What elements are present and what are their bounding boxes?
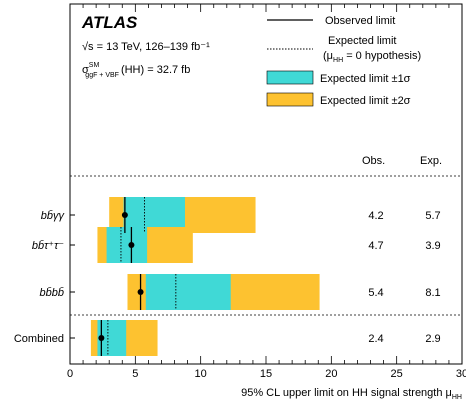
obs-value-label: 2.4 <box>368 333 383 345</box>
x-axis-label-main: 95% CL upper limit on HH signal strength… <box>241 387 452 399</box>
legend-expected-label-2: (μHH = 0 hypothesis) <box>323 50 421 64</box>
legend-observed-label: Observed limit <box>325 15 395 27</box>
x-tick-label: 0 <box>67 368 73 380</box>
observed-limit-point <box>137 289 144 295</box>
x-axis: 0 5 10 15 20 25 30 <box>67 4 466 380</box>
legend-sigma1-swatch <box>266 70 314 85</box>
sm-sigma: σ <box>82 64 89 76</box>
exp-column-header: Exp. <box>420 155 442 167</box>
observed-limit-point <box>121 212 128 218</box>
legend-expected-label-1: Expected limit <box>328 35 396 47</box>
y-axis-labels: bb̄γγ bb̄τ⁺τ⁻ bb̄bb̄ Combined <box>14 209 66 345</box>
bands-layer <box>90 197 320 356</box>
category-label: bb̄γγ <box>41 209 66 222</box>
value-labels: 4.2 5.7 4.7 3.9 5.4 8.1 2.4 2.9 <box>368 210 440 345</box>
category-label: Combined <box>14 333 64 345</box>
exp-value-label: 3.9 <box>425 240 440 252</box>
legend-sigma2-swatch <box>266 92 314 107</box>
category-label: bb̄τ⁺τ⁻ <box>32 239 64 252</box>
legend-mu: (μ <box>323 50 333 62</box>
obs-value-label: 4.7 <box>368 240 383 252</box>
exp-value-label: 8.1 <box>425 287 440 299</box>
obs-value-label: 5.4 <box>368 287 383 299</box>
x-tick-label: 10 <box>195 368 207 380</box>
x-tick-label: 25 <box>391 368 403 380</box>
legend-sigma2-label: Expected limit ±2σ <box>320 95 411 107</box>
sm-sub: ggF + VBF <box>85 72 119 79</box>
sm-sup: SM <box>89 62 100 69</box>
observed-limit-point <box>98 335 105 341</box>
band-1sigma <box>106 227 148 263</box>
category-label: bb̄bb̄ <box>40 286 64 299</box>
x-axis-label-sub: HH <box>452 394 462 401</box>
marks-layer <box>98 197 177 356</box>
exp-value-label: 5.7 <box>425 210 440 222</box>
obs-value-label: 4.2 <box>368 210 383 222</box>
legend-sigma1-label: Expected limit ±1σ <box>320 73 411 85</box>
x-tick-label: 5 <box>132 368 138 380</box>
x-tick-label: 15 <box>260 368 272 380</box>
energy-label: √s = 13 TeV, 126–139 fb⁻¹ <box>82 41 210 53</box>
observed-limit-point <box>128 242 135 248</box>
legend-mu-sub: HH <box>333 57 343 64</box>
sm-xsec-label: σSM ggF + VBF (HH) = 32.7 fb <box>82 62 190 79</box>
x-tick-label: 30 <box>456 368 466 380</box>
exp-value-label: 2.9 <box>425 333 440 345</box>
atlas-label: ATLAS <box>81 13 138 32</box>
sm-rest: (HH) = 32.7 fb <box>121 64 190 76</box>
band-1sigma <box>145 274 231 310</box>
x-axis-label: 95% CL upper limit on HH signal strength… <box>241 387 462 401</box>
legend: Observed limit Expected limit (μHH = 0 h… <box>266 15 421 107</box>
legend-mu-rest: = 0 hypothesis) <box>343 50 421 62</box>
x-tick-label: 20 <box>325 368 337 380</box>
obs-column-header: Obs. <box>362 155 385 167</box>
